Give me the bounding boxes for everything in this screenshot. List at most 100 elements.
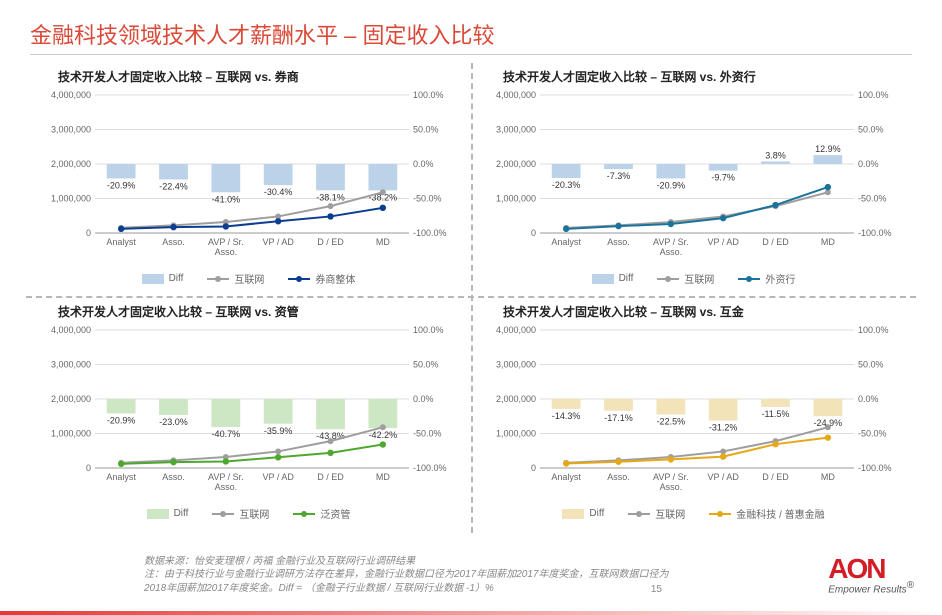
brand-block: AON Empower Results®	[828, 555, 914, 595]
svg-text:-20.9%: -20.9%	[106, 415, 135, 425]
page-number: 15	[651, 584, 662, 595]
svg-text:Asso.: Asso.	[162, 472, 185, 482]
svg-text:2,000,000: 2,000,000	[50, 159, 90, 169]
svg-text:AVP / Sr.: AVP / Sr.	[652, 237, 688, 247]
svg-text:-50.0%: -50.0%	[858, 194, 887, 204]
svg-text:-100.0%: -100.0%	[413, 463, 447, 473]
footnotes: 数据来源：怡安麦理根 / 芮福 金融行业及互联网行业调研结果 注：由于科技行业与…	[144, 555, 669, 596]
chart-svg-2: 01,000,0002,000,0003,000,0004,000,000-10…	[39, 322, 459, 502]
chart-title-3: 技术开发人才固定收入比较 – 互联网 vs. 互金	[503, 303, 908, 320]
svg-text:0.0%: 0.0%	[858, 159, 879, 169]
svg-text:-100.0%: -100.0%	[413, 228, 447, 238]
svg-text:-23.0%: -23.0%	[159, 417, 188, 427]
svg-text:AVP / Sr.: AVP / Sr.	[652, 472, 688, 482]
title-underline	[30, 54, 912, 55]
svg-text:-100.0%: -100.0%	[858, 228, 892, 238]
svg-text:1,000,000: 1,000,000	[50, 429, 90, 439]
legend-internet: 互联网	[657, 271, 714, 286]
svg-text:MD: MD	[375, 237, 389, 247]
footnote-line-2: 2018年固薪加2017年度奖金。Diff = （金融子行业数据 / 互联网行业…	[144, 582, 669, 596]
chart-cell-0: 技术开发人才固定收入比较 – 互联网 vs. 券商 0 1,000,000 2,00…	[26, 62, 471, 297]
svg-text:D / ED: D / ED	[317, 237, 344, 247]
svg-text:AVP / Sr.: AVP / Sr.	[207, 472, 243, 482]
svg-text:2,000,000: 2,000,000	[495, 159, 535, 169]
chart-title-2: 技术开发人才固定收入比较 – 互联网 vs. 资管	[58, 303, 463, 320]
chart-svg-1: 01,000,0002,000,0003,000,0004,000,000-10…	[484, 87, 904, 267]
svg-text:1,000,000: 1,000,000	[50, 194, 90, 204]
svg-text:D / ED: D / ED	[317, 472, 344, 482]
chart-title-1: 技术开发人才固定收入比较 – 互联网 vs. 外资行	[503, 68, 908, 85]
svg-text:-42.2%: -42.2%	[368, 430, 397, 440]
legend-series: 外资行	[738, 271, 795, 286]
svg-text:50.0%: 50.0%	[413, 360, 439, 370]
svg-text:-20.9%: -20.9%	[106, 180, 135, 190]
legend-3: Diff 互联网 金融科技 / 普惠金融	[479, 506, 908, 521]
chart-svg-3: 01,000,0002,000,0003,000,0004,000,000-10…	[484, 322, 904, 502]
svg-text:0: 0	[530, 463, 535, 473]
svg-text:100.0%: 100.0%	[858, 325, 889, 335]
svg-text:100.0%: 100.0%	[413, 325, 444, 335]
svg-text:VP / AD: VP / AD	[707, 472, 739, 482]
svg-text:Asso.: Asso.	[162, 237, 185, 247]
svg-text:Asso.: Asso.	[214, 247, 237, 257]
svg-text:-50.0%: -50.0%	[413, 429, 442, 439]
svg-text:3,000,000: 3,000,000	[50, 125, 90, 135]
svg-text:-31.2%: -31.2%	[708, 423, 737, 433]
svg-text:-20.3%: -20.3%	[551, 180, 580, 190]
svg-text:D / ED: D / ED	[762, 472, 789, 482]
legend-series: 券商整体	[288, 271, 355, 286]
legend-series: 金融科技 / 普惠金融	[709, 506, 824, 521]
svg-text:VP / AD: VP / AD	[262, 472, 294, 482]
chart-title-0: 技术开发人才固定收入比较 – 互联网 vs. 券商	[58, 68, 463, 85]
svg-text:MD: MD	[820, 237, 834, 247]
svg-text:VP / AD: VP / AD	[262, 237, 294, 247]
svg-text:3,000,000: 3,000,000	[50, 360, 90, 370]
brand-tagline: Empower Results®	[828, 581, 914, 595]
svg-text:-38.1%: -38.1%	[316, 192, 345, 202]
svg-text:-20.9%: -20.9%	[656, 180, 685, 190]
svg-text:D / ED: D / ED	[762, 237, 789, 247]
svg-text:0: 0	[85, 228, 90, 238]
svg-text:Analyst: Analyst	[551, 472, 581, 482]
svg-text:MD: MD	[375, 472, 389, 482]
svg-text:Asso.: Asso.	[607, 237, 630, 247]
chart-cell-2: 技术开发人才固定收入比较 – 互联网 vs. 资管 01,000,0002,00…	[26, 297, 471, 532]
legend-diff: Diff	[147, 508, 189, 519]
svg-text:Asso.: Asso.	[659, 482, 682, 492]
footnote-line-0: 数据来源：怡安麦理根 / 芮福 金融行业及互联网行业调研结果	[144, 555, 669, 569]
svg-text:MD: MD	[820, 472, 834, 482]
svg-text:3.8%: 3.8%	[765, 150, 786, 160]
svg-text:-41.0%: -41.0%	[211, 194, 240, 204]
footnote-line-1: 注：由于科技行业与金融行业调研方法存在差异，金融行业数据口径为2017年固薪加2…	[144, 568, 669, 582]
page-title: 金融科技领域技术人才薪酬水平 – 固定收入比较	[30, 18, 494, 50]
legend-2: Diff 互联网 泛资管	[34, 506, 463, 521]
svg-text:AVP / Sr.: AVP / Sr.	[207, 237, 243, 247]
svg-text:-30.4%: -30.4%	[263, 187, 292, 197]
svg-text:50.0%: 50.0%	[858, 360, 884, 370]
legend-diff: Diff	[142, 273, 184, 284]
svg-text:Asso.: Asso.	[607, 472, 630, 482]
svg-text:-50.0%: -50.0%	[858, 429, 887, 439]
svg-text:0: 0	[85, 463, 90, 473]
bottom-gradient	[0, 611, 942, 615]
svg-text:3,000,000: 3,000,000	[495, 360, 535, 370]
svg-text:0: 0	[530, 228, 535, 238]
svg-text:Analyst: Analyst	[106, 472, 136, 482]
svg-text:50.0%: 50.0%	[413, 125, 439, 135]
legend-1: Diff 互联网 外资行	[479, 271, 908, 286]
svg-text:0.0%: 0.0%	[858, 394, 879, 404]
svg-text:12.9%: 12.9%	[815, 144, 841, 154]
svg-text:50.0%: 50.0%	[858, 125, 884, 135]
legend-internet: 互联网	[207, 271, 264, 286]
svg-text:Asso.: Asso.	[214, 482, 237, 492]
svg-text:-35.9%: -35.9%	[263, 426, 292, 436]
svg-text:100.0%: 100.0%	[858, 90, 889, 100]
legend-diff: Diff	[592, 273, 634, 284]
chart-cell-3: 技术开发人才固定收入比较 – 互联网 vs. 互金 01,000,0002,00…	[471, 297, 916, 532]
svg-text:0.0%: 0.0%	[413, 394, 434, 404]
svg-text:Analyst: Analyst	[551, 237, 581, 247]
chart-cell-1: 技术开发人才固定收入比较 – 互联网 vs. 外资行 01,000,0002,0…	[471, 62, 916, 297]
legend-internet: 互联网	[212, 506, 269, 521]
svg-text:-100.0%: -100.0%	[858, 463, 892, 473]
svg-text:-11.5%: -11.5%	[761, 409, 789, 419]
